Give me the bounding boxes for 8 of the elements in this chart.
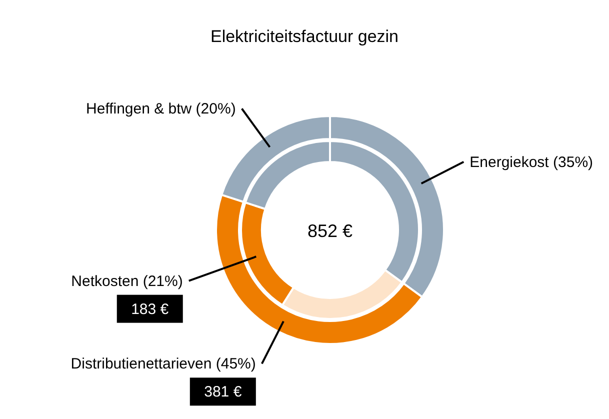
slice-label: Energiekost (35%) [470, 154, 594, 171]
text: 381 € [204, 384, 242, 401]
text: 183 € [131, 300, 170, 318]
slice-label: Heffingen & btw (20%) [86, 100, 236, 118]
chart-title: Elektriciteitsfactuur gezin [210, 27, 399, 46]
slice-label: Netkosten (21%) [71, 272, 183, 290]
text: 852 € [307, 221, 353, 241]
slice-label: Distributienettarieven (45%) [70, 356, 256, 373]
